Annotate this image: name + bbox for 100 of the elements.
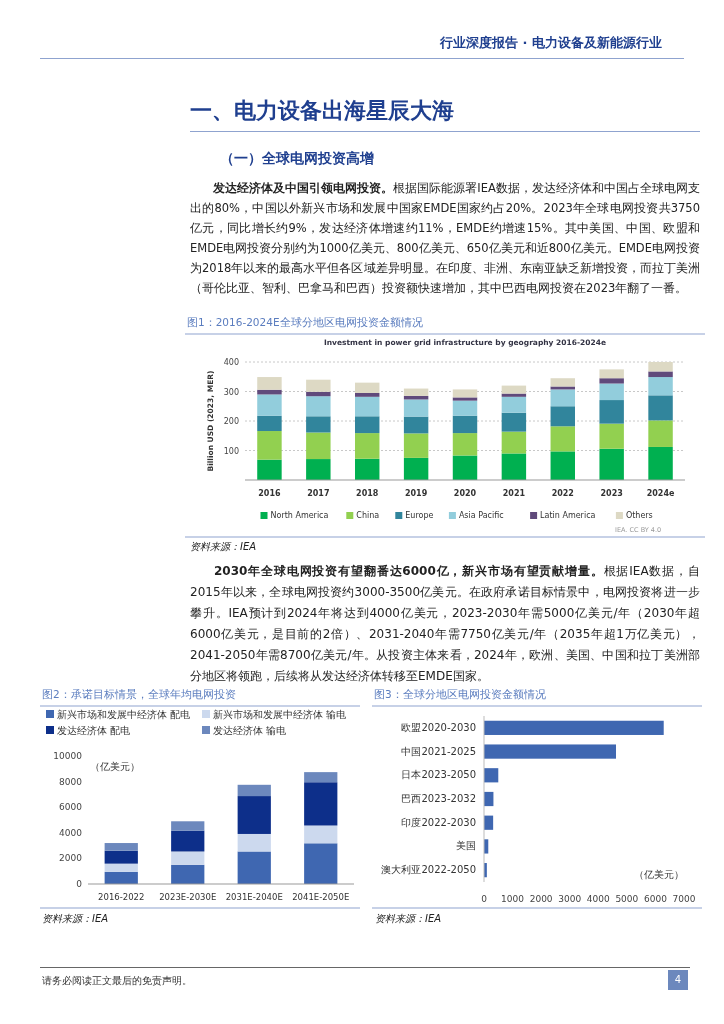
bar bbox=[403, 457, 429, 480]
x-tick-label: 2019 bbox=[404, 489, 428, 498]
bar bbox=[599, 383, 624, 401]
bar bbox=[355, 382, 380, 393]
legend-label: 发达经济体 输电 bbox=[213, 725, 287, 736]
bar bbox=[550, 378, 575, 387]
x-tick-label: 5000 bbox=[615, 894, 639, 904]
bar bbox=[104, 850, 138, 864]
annotation: （亿美元） bbox=[90, 761, 140, 772]
x-tick-label: 6000 bbox=[643, 894, 668, 904]
bar bbox=[306, 379, 331, 392]
text: 资料来源：IEA bbox=[42, 912, 109, 926]
x-tick-label: 2031E-2040E bbox=[225, 892, 283, 902]
x-tick-label: 0 bbox=[481, 894, 488, 904]
bar bbox=[648, 362, 673, 372]
text: （一）全球电网投资高增 bbox=[220, 150, 374, 168]
bar bbox=[237, 796, 271, 834]
text: 资料来源：IEA bbox=[375, 912, 442, 926]
x-tick-label: 2024e bbox=[646, 489, 675, 498]
y-tick-label: 100 bbox=[223, 446, 239, 456]
y-tick-label: 澳大利亚2022-2050 bbox=[381, 864, 476, 876]
x-tick-label: 1000 bbox=[501, 894, 525, 904]
x-tick-label: 2016-2022 bbox=[98, 892, 145, 902]
bar bbox=[452, 415, 478, 434]
bar bbox=[304, 825, 338, 844]
legend-label: Others bbox=[625, 511, 653, 520]
x-tick-label: 2018 bbox=[356, 489, 379, 498]
bar bbox=[257, 394, 282, 416]
bar bbox=[599, 369, 624, 379]
bar bbox=[501, 412, 527, 432]
bar bbox=[501, 431, 527, 454]
bar bbox=[501, 393, 527, 397]
text: 行业深度报告 · 电力设备及新能源行业 bbox=[440, 34, 662, 52]
text: 一、电力设备出海星辰大海 bbox=[190, 97, 454, 125]
bar bbox=[104, 863, 138, 872]
bar bbox=[501, 396, 527, 413]
x-tick-label: 2041E-2050E bbox=[292, 892, 350, 902]
y-tick-label: 6000 bbox=[59, 802, 83, 813]
bar bbox=[403, 388, 429, 396]
chart-subtitle: 图3：全球分地区电网投资金额情况 bbox=[374, 688, 546, 700]
bar bbox=[648, 371, 673, 378]
bar bbox=[306, 459, 331, 480]
y-tick-label: 200 bbox=[223, 417, 239, 426]
bar bbox=[452, 397, 478, 401]
bar bbox=[403, 399, 429, 417]
legend-label: Europe bbox=[405, 511, 434, 520]
x-tick-label: 2023 bbox=[600, 489, 623, 498]
bar bbox=[550, 389, 575, 407]
bar bbox=[355, 458, 380, 480]
bar bbox=[306, 391, 331, 397]
bar bbox=[237, 784, 271, 797]
y-tick-label: 印度2022-2030 bbox=[401, 816, 476, 828]
bar bbox=[501, 385, 527, 394]
bar bbox=[648, 420, 673, 447]
bar bbox=[304, 782, 338, 826]
x-tick-label: 3000 bbox=[558, 894, 582, 904]
text: 请务必阅读正文最后的免责声明。 bbox=[42, 974, 192, 988]
bar bbox=[403, 433, 429, 458]
bar bbox=[355, 416, 380, 434]
x-tick-label: 7000 bbox=[672, 894, 696, 904]
bar bbox=[501, 453, 527, 480]
legend-label: North America bbox=[270, 511, 329, 520]
x-tick-label: 2022 bbox=[551, 489, 574, 498]
legend-label: Latin America bbox=[540, 511, 596, 520]
bar bbox=[599, 423, 624, 449]
annotation: （亿美元） bbox=[634, 869, 684, 880]
y-tick-label: 日本2023-2050 bbox=[401, 769, 476, 781]
bar bbox=[104, 843, 138, 851]
bar bbox=[104, 871, 138, 884]
bar bbox=[306, 396, 331, 417]
bar bbox=[452, 400, 478, 416]
y-tick-label: 美国 bbox=[456, 840, 476, 852]
y-tick-label: 欧盟2020-2030 bbox=[401, 721, 476, 733]
chart-subtitle: 图1：2016-2024E全球分地区电网投资金额情况 bbox=[187, 316, 423, 328]
bar bbox=[355, 392, 380, 397]
x-tick-label: 2023E-2030E bbox=[159, 892, 217, 902]
bar bbox=[648, 377, 673, 396]
bar bbox=[355, 396, 380, 417]
bar bbox=[237, 833, 271, 852]
legend-label: 发达经济体 配电 bbox=[57, 725, 131, 736]
bar bbox=[171, 821, 205, 831]
bar bbox=[484, 720, 664, 735]
bar bbox=[599, 400, 624, 424]
y-tick-label: 300 bbox=[223, 387, 239, 397]
bar bbox=[484, 768, 499, 783]
text: 资料来源：IEA bbox=[190, 540, 257, 554]
bar bbox=[257, 377, 282, 390]
bar bbox=[550, 386, 575, 390]
x-tick-label: 2016 bbox=[258, 489, 282, 498]
bar bbox=[550, 451, 575, 480]
x-tick-label: 2020 bbox=[453, 489, 477, 498]
bar bbox=[306, 416, 331, 433]
bar bbox=[355, 433, 380, 459]
x-tick-label: 4000 bbox=[586, 894, 611, 904]
y-tick-label: 中国2021-2025 bbox=[401, 745, 476, 757]
bar bbox=[648, 446, 673, 480]
bar bbox=[257, 431, 282, 460]
x-tick-label: 2000 bbox=[529, 894, 553, 904]
bar bbox=[403, 416, 429, 434]
bar bbox=[599, 378, 624, 384]
